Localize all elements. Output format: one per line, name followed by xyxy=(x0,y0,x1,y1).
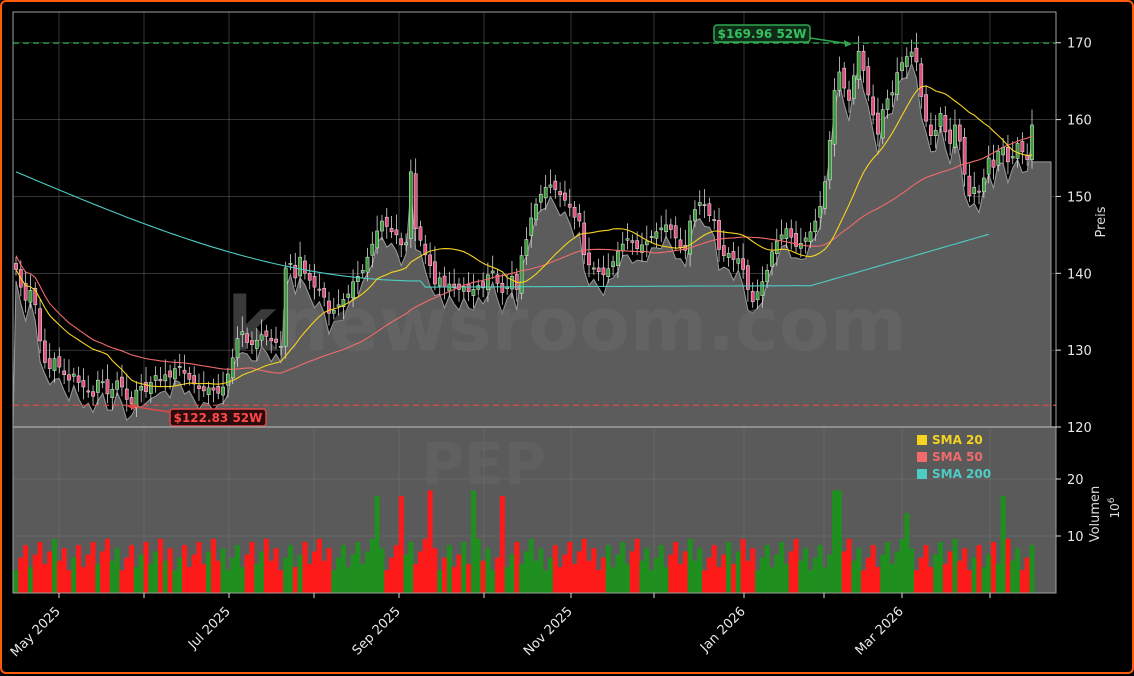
date-tick: May 2025 xyxy=(8,604,64,660)
high-52w-label: $169.96 52W xyxy=(718,27,807,41)
volume-bars xyxy=(13,490,1035,593)
legend-item: SMA 200 xyxy=(932,467,991,481)
legend: SMA 20 SMA 50 SMA 200 xyxy=(917,433,991,481)
low-52w-label: $122.83 52W xyxy=(174,411,263,425)
watermark: knewsroom.com xyxy=(227,282,907,368)
date-axis: May 2025 Jul 2025 Sep 2025 Nov 2025 Jan 2026… xyxy=(8,593,991,660)
52w-levels: $169.96 52W $122.83 52W xyxy=(13,24,1056,427)
price-tick: 160 xyxy=(1067,114,1092,129)
price-tick: 120 xyxy=(1067,421,1092,436)
price-tick: 130 xyxy=(1067,344,1092,359)
axes-border xyxy=(12,11,1057,594)
volume-axis-label: Volumen xyxy=(1088,486,1103,543)
candles xyxy=(14,32,1034,418)
price-tick: 140 xyxy=(1067,267,1092,282)
price-axis-label: Preis xyxy=(1094,206,1109,237)
volume-tick: 10 xyxy=(1067,530,1084,545)
date-tick: Sep 2025 xyxy=(350,604,404,658)
date-tick: Nov 2025 xyxy=(521,604,576,659)
ticker-watermark: PEP xyxy=(422,430,547,498)
legend-item: SMA 20 xyxy=(932,433,983,447)
price-tick: 170 xyxy=(1067,37,1092,52)
volume-axis-unit: 106 xyxy=(1107,497,1122,518)
date-tick: Mar 2026 xyxy=(853,604,907,658)
price-tick: 150 xyxy=(1067,190,1092,205)
moving-averages xyxy=(15,85,1033,388)
date-tick: Jan 2026 xyxy=(697,604,749,656)
price-axis: 120 130 140 150 160 170 xyxy=(1056,37,1092,436)
volume-tick: 20 xyxy=(1067,473,1084,488)
legend-item: SMA 50 xyxy=(932,450,983,464)
volume-axis: 10 20 xyxy=(1056,473,1084,545)
date-tick: Jul 2025 xyxy=(185,604,234,653)
